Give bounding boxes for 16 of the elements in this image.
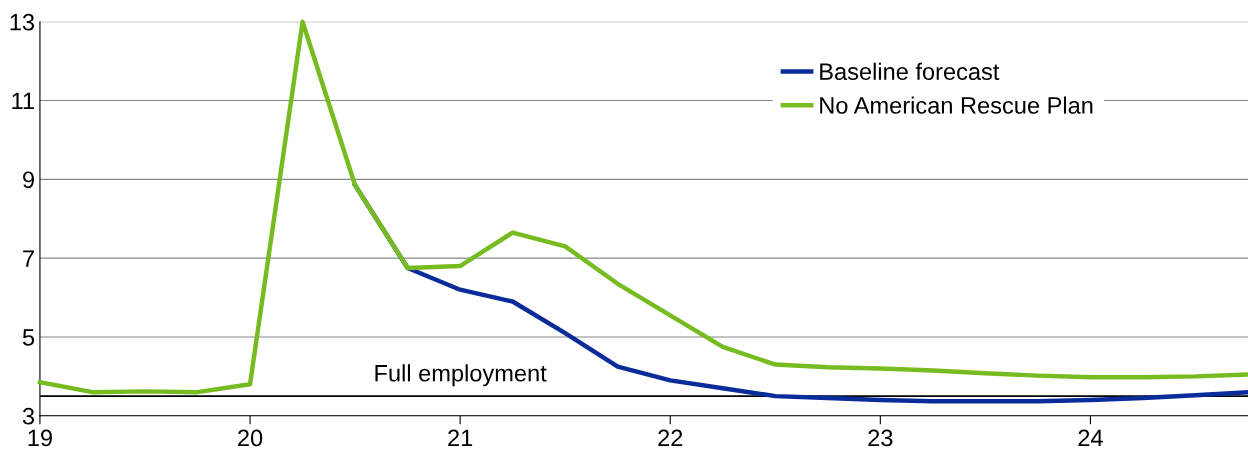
legend-label: No American Rescue Plan bbox=[820, 96, 1093, 114]
x-tick-label: 22 bbox=[658, 429, 683, 447]
y-tick-label: 7 bbox=[23, 250, 34, 267]
x-tick-label: 20 bbox=[238, 429, 263, 447]
y-tick-label: 11 bbox=[12, 92, 34, 110]
y-tick-label: 3 bbox=[22, 407, 35, 425]
legend-label: Baseline forecast bbox=[820, 62, 1000, 81]
line-series bbox=[37, 19, 1248, 395]
x-tick-label: 23 bbox=[868, 429, 893, 447]
y-tick-label: 5 bbox=[22, 329, 35, 346]
ref-line-label: Full employment bbox=[375, 364, 547, 387]
x-tick-label: 21 bbox=[448, 429, 473, 447]
x-tick-label: 19 bbox=[28, 429, 52, 447]
y-tick-label: 9 bbox=[23, 171, 34, 189]
y-tick-label: 13 bbox=[10, 13, 35, 31]
x-tick-label: 24 bbox=[1078, 429, 1103, 447]
